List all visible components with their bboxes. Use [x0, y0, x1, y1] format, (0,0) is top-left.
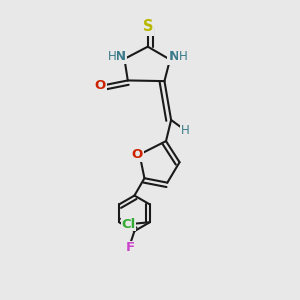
- Text: F: F: [125, 241, 135, 254]
- Text: H: H: [178, 50, 187, 63]
- Text: O: O: [132, 148, 143, 161]
- Text: H: H: [181, 124, 190, 137]
- Text: N: N: [115, 50, 126, 63]
- Text: S: S: [142, 19, 153, 34]
- Text: H: H: [108, 50, 117, 63]
- Text: O: O: [95, 79, 106, 92]
- Text: Cl: Cl: [121, 218, 135, 230]
- Text: N: N: [168, 50, 180, 63]
